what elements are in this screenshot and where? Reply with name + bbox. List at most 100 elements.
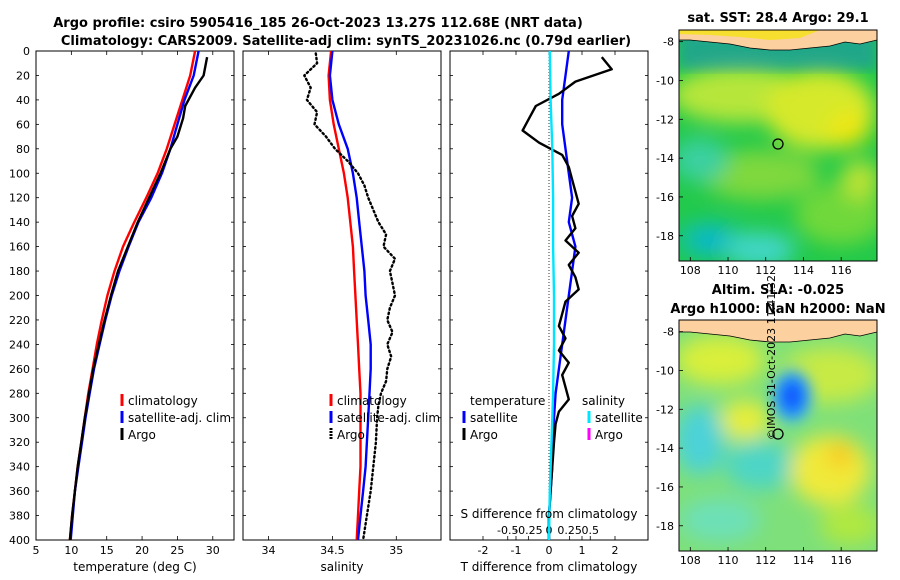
legend-label-s-argo: Argo <box>595 428 623 442</box>
depth-tick-label: 340 <box>9 461 30 474</box>
depth-tick-label: 180 <box>9 265 30 278</box>
x2-tick-label: -0.25 <box>514 524 542 537</box>
map-x-tick-label: 110 <box>718 264 739 277</box>
temperature-panel-frame <box>35 50 235 541</box>
depth-tick-label: 300 <box>9 412 30 425</box>
map-x-tick-label: 112 <box>755 264 776 277</box>
map-y-tick-label: -12 <box>656 403 674 416</box>
depth-tick-label: 240 <box>9 338 30 351</box>
difference-legend: temperature satellite Argo salinity sate… <box>462 394 643 442</box>
map-x-tick-label: 116 <box>831 554 852 567</box>
x-tick-label: 5 <box>33 544 40 557</box>
temperature-ticks: 5 10 15 20 25 30 <box>33 50 234 557</box>
map-y-tick-label: -14 <box>656 152 674 165</box>
map-x-tick-label: 108 <box>680 554 701 567</box>
depth-tick-label: 320 <box>9 436 30 449</box>
map-y-tick-label: -14 <box>656 442 674 455</box>
legend-label-satellite: satellite-adj. clim <box>337 411 440 425</box>
depth-tick-label: 160 <box>9 241 30 254</box>
x-tick-label: 34.5 <box>320 544 345 557</box>
legend-label-argo: Argo <box>337 428 365 442</box>
map-x-tick-label: 112 <box>755 554 776 567</box>
depth-tick-label: 360 <box>9 485 30 498</box>
x-tick-label: 15 <box>100 544 114 557</box>
legend-label-climatology: climatology <box>337 394 407 408</box>
depth-tick-label: 40 <box>16 94 30 107</box>
series-line-s-satellite <box>547 50 556 541</box>
header-line-1: Argo profile: csiro 5905416_185 26-Oct-2… <box>53 16 583 31</box>
legend-label-argo: Argo <box>128 428 156 442</box>
depth-tick-label: 380 <box>9 510 30 523</box>
x-tick-label: 2 <box>612 544 619 557</box>
sla-map-title-2: Argo h1000: NaN h2000: NaN <box>670 302 885 317</box>
legend-label-t-satellite: satellite <box>470 411 518 425</box>
difference-series <box>521 50 613 541</box>
x2-tick-label: -0.5 <box>497 524 518 537</box>
map-y-tick-label: -16 <box>656 191 674 204</box>
x-tick-label: -2 <box>478 544 489 557</box>
header-line-2: Climatology: CARS2009. Satellite-adj cli… <box>61 34 631 49</box>
map-x-tick-label: 116 <box>831 264 852 277</box>
legend-label-t-argo: Argo <box>470 428 498 442</box>
series-line-argo <box>303 52 397 542</box>
map-x-tick-label: 110 <box>718 554 739 567</box>
map-x-tick-label: 114 <box>793 554 814 567</box>
map-x-tick-label: 114 <box>793 264 814 277</box>
series-line-argo <box>68 56 209 541</box>
legend-title-salinity: salinity <box>582 394 625 408</box>
map-y-tick-label: -8 <box>663 326 674 339</box>
map-y-tick-label: -12 <box>656 113 674 126</box>
x-tick-label: 20 <box>135 544 149 557</box>
series-line-climatology <box>327 50 362 541</box>
sst-map <box>679 30 877 261</box>
map-x-tick-label: 108 <box>680 264 701 277</box>
depth-tick-label: 200 <box>9 290 30 303</box>
temperature-series <box>68 50 209 541</box>
map-y-tick-label: -16 <box>656 481 674 494</box>
depth-tick-label: 260 <box>9 363 30 376</box>
x-tick-label: 34 <box>262 544 276 557</box>
legend-title-temperature: temperature <box>470 394 545 408</box>
legend-label-climatology: climatology <box>128 394 198 408</box>
depth-tick-label: 140 <box>9 216 30 229</box>
map-y-tick-label: -18 <box>656 230 674 243</box>
x2-tick-label: 0.5 <box>582 524 600 537</box>
sla-map-title-1: Altim. SLA: -0.025 <box>712 283 844 298</box>
argo-location-marker <box>772 138 784 150</box>
depth-tick-label: 0 <box>23 45 30 58</box>
depth-tick-label: 100 <box>9 167 30 180</box>
legend-label-satellite: satellite-adj. clim <box>128 411 231 425</box>
sla-map <box>679 320 877 551</box>
temperature-xlabel: temperature (deg C) <box>73 560 196 574</box>
salinity-ticks: 34 34.5 35 <box>243 50 441 557</box>
depth-tick-label: 400 <box>9 534 30 547</box>
x-tick-label: 10 <box>64 544 78 557</box>
difference-panel-frame <box>449 50 649 541</box>
salinity-xlabel: salinity <box>320 560 363 574</box>
series-line-satellite-adj-clim <box>328 50 372 541</box>
temperature-legend: climatology satellite-adj. clim Argo <box>120 394 231 442</box>
difference-ticks: -2 -1 0 1 2-0.5-0.25 0 0.25 0.5 <box>450 50 648 557</box>
x2-tick-label: 0.25 <box>557 524 582 537</box>
depth-tick-label: 20 <box>16 69 30 82</box>
s-difference-xlabel: S difference from climatology <box>461 507 638 521</box>
depth-tick-label: 120 <box>9 192 30 205</box>
t-difference-xlabel: T difference from climatology <box>460 560 638 574</box>
legend-label-s-satellite: satellite <box>595 411 643 425</box>
imos-watermark: ©IMOS 31-Oct-2023 11:41:32 <box>765 275 778 440</box>
sst-map-title: sat. SST: 28.4 Argo: 29.1 <box>687 11 868 26</box>
depth-tick-label: 280 <box>9 387 30 400</box>
series-line-t-argo <box>521 56 613 540</box>
map-y-tick-label: -10 <box>656 364 674 377</box>
map-y-tick-label: -18 <box>656 520 674 533</box>
depth-tick-label: 80 <box>16 143 30 156</box>
x-tick-label: -1 <box>511 544 522 557</box>
depth-tick-label: 60 <box>16 118 30 131</box>
x-tick-label: 25 <box>170 544 184 557</box>
sst-map-ticks: 108 110 112 114 116 -8 -10 -12 -14 -16 -18 <box>656 36 852 277</box>
map-y-tick-label: -10 <box>656 74 674 87</box>
sla-map-ticks: 108 110 112 114 116 -8 -10 -12 -14 -16 -18 <box>656 326 852 567</box>
argo-location-marker <box>772 428 784 440</box>
depth-tick-label: 220 <box>9 314 30 327</box>
